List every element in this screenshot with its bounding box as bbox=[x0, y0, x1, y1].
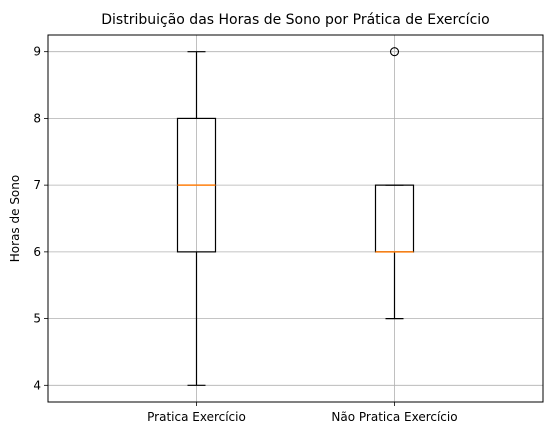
box-group bbox=[374, 47, 415, 320]
y-tick-label: 6 bbox=[33, 245, 41, 259]
outlier-point bbox=[389, 47, 400, 57]
y-tick-label: 8 bbox=[33, 111, 41, 125]
grid-layer bbox=[48, 35, 543, 402]
chart-title: Distribuição das Horas de Sono por Práti… bbox=[101, 12, 489, 28]
plot-frame bbox=[47, 34, 544, 403]
y-tick-label: 9 bbox=[33, 45, 41, 59]
box-group bbox=[176, 51, 217, 386]
y-tick-label: 4 bbox=[33, 378, 41, 392]
x-tick-label: Não Pratica Exercício bbox=[331, 410, 457, 424]
y-tick-label: 7 bbox=[33, 178, 41, 192]
y-axis-label: Horas de Sono bbox=[8, 175, 22, 262]
box-layer bbox=[176, 47, 415, 386]
x-tick-label: Pratica Exercício bbox=[147, 410, 246, 424]
axis-layer: 4 5 6 7 8 9 Pratica Exercício Não Pratica Exerc… bbox=[33, 45, 457, 424]
y-tick-label: 5 bbox=[33, 312, 41, 326]
